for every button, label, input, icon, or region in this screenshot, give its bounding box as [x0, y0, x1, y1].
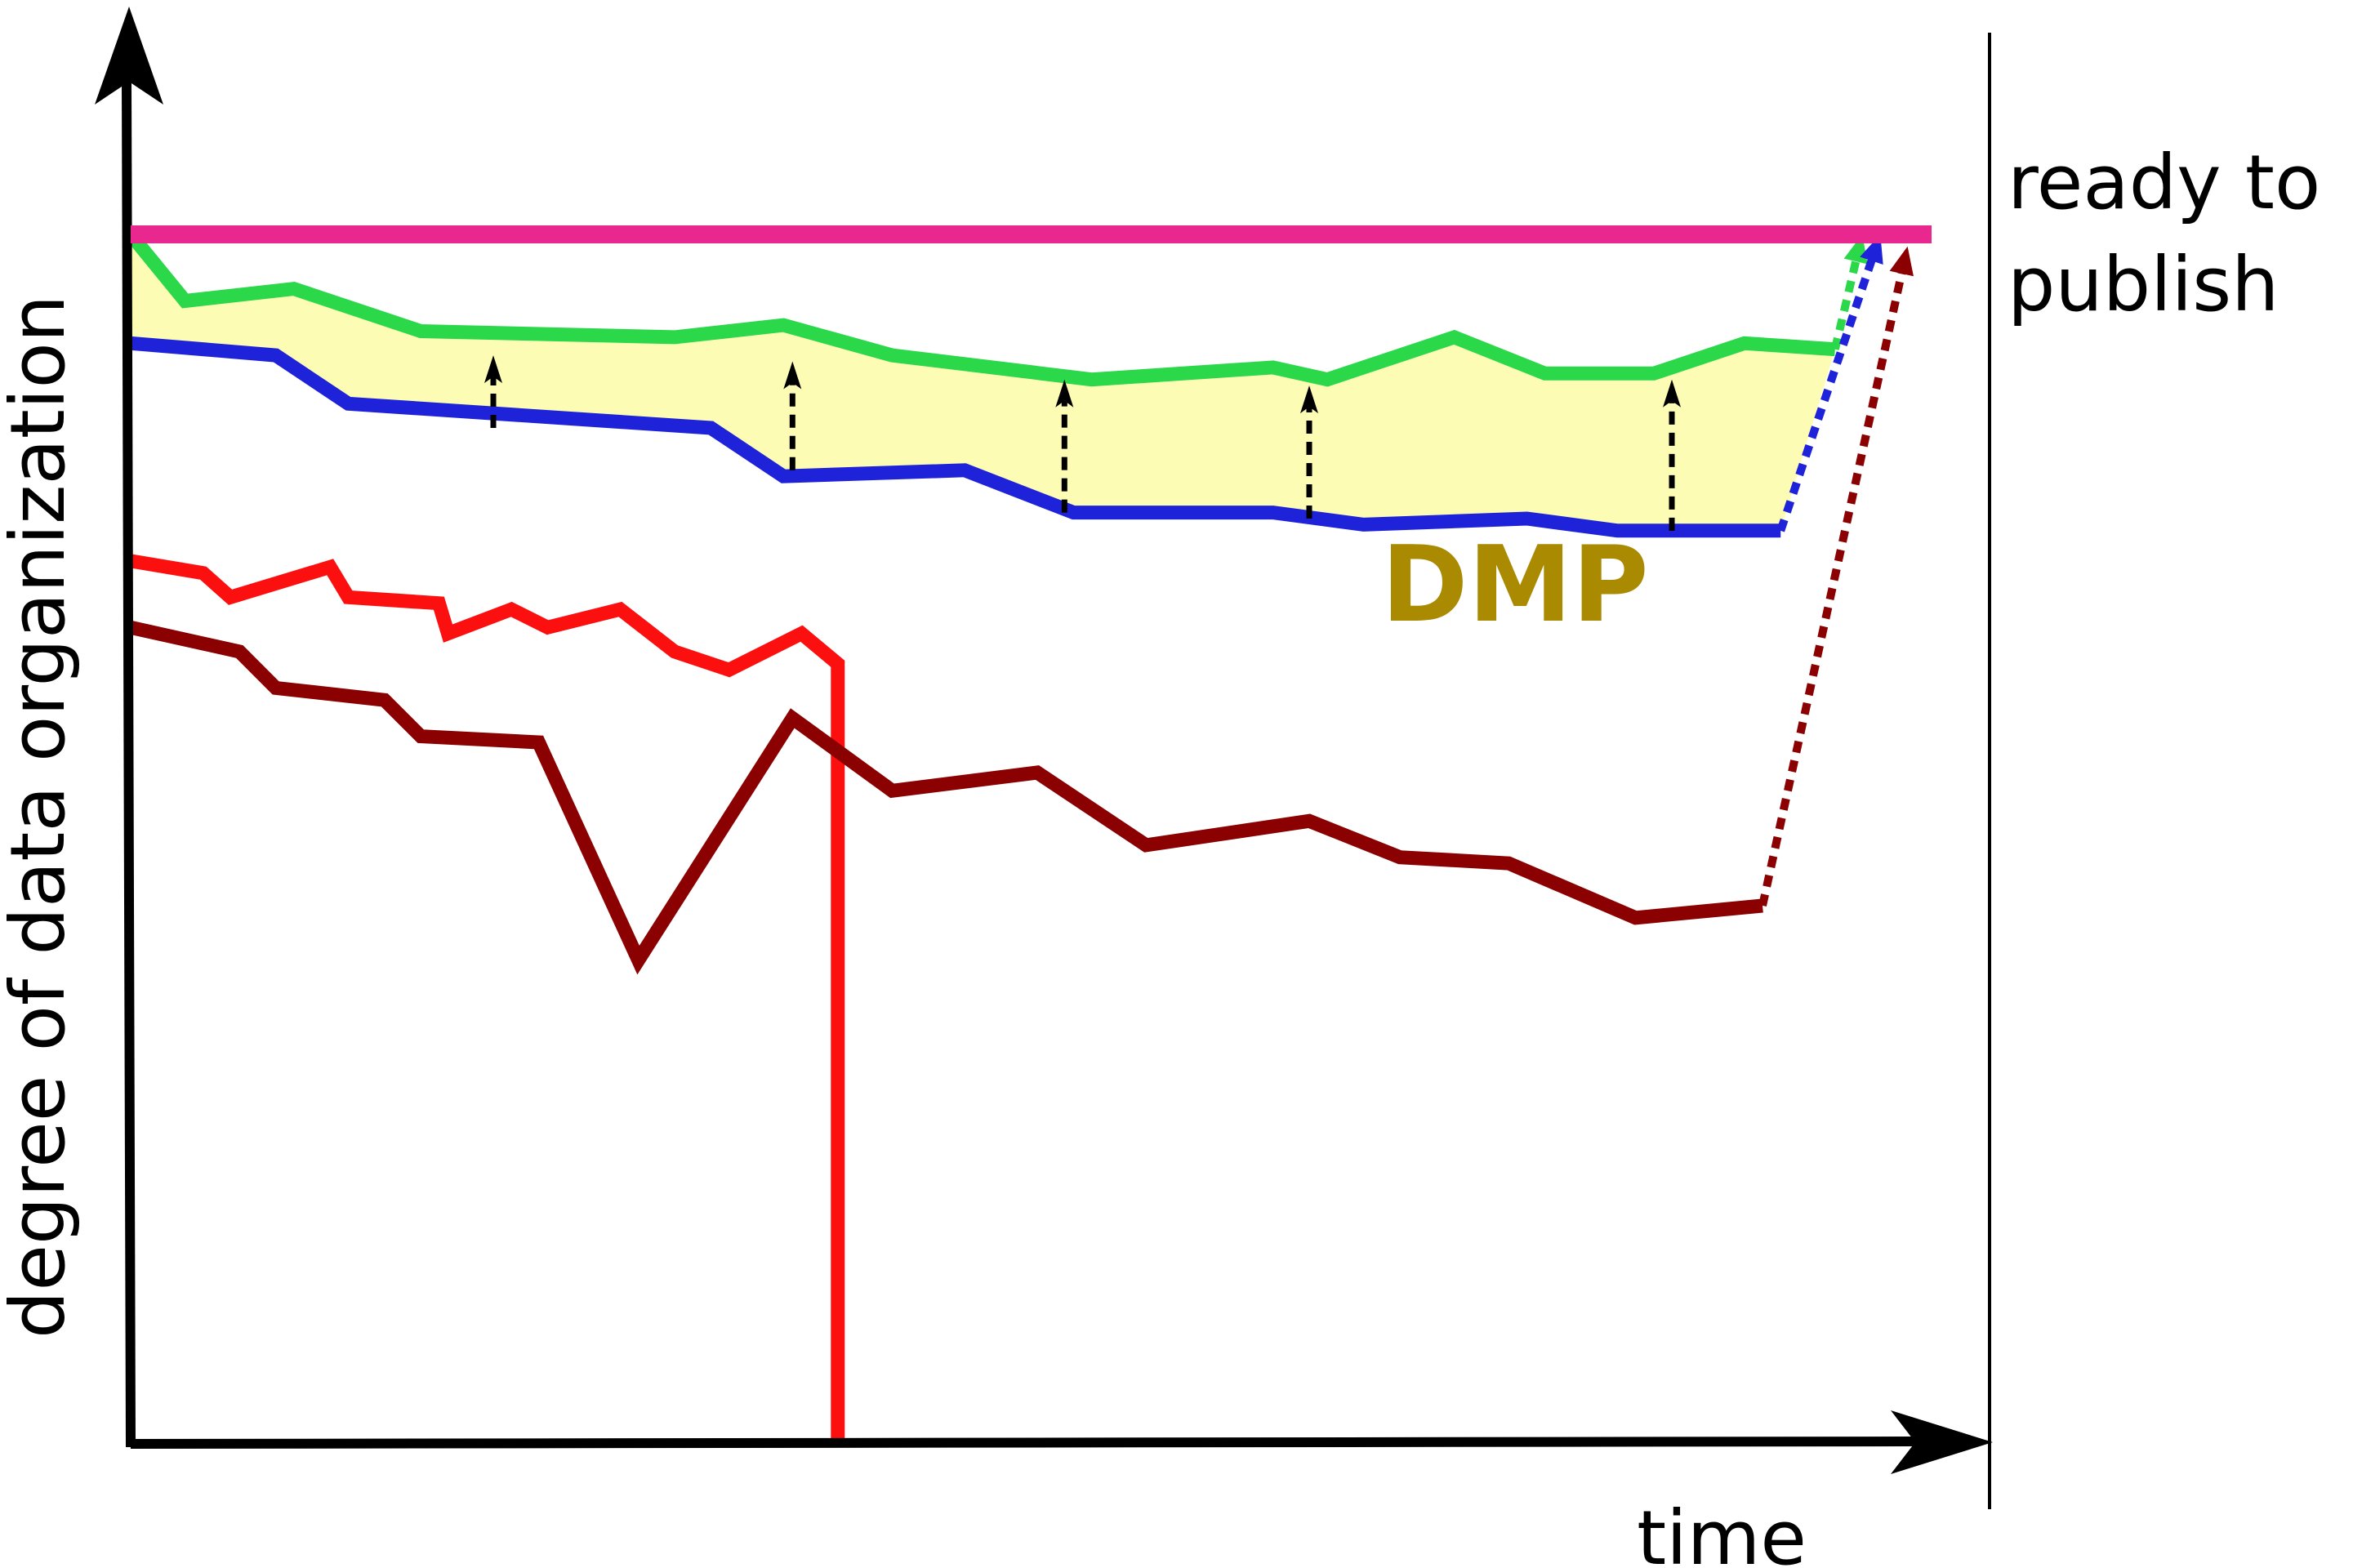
x-axis-label: time [1637, 1494, 1807, 1568]
threshold-label-line-1: ready to [2008, 139, 2320, 226]
series-line-red [129, 554, 845, 1444]
series-projection-green [1830, 257, 1861, 350]
series-projection-darkred [1758, 270, 1906, 907]
dmp-band [131, 234, 1835, 531]
dmp-label: DMP [1381, 524, 1648, 646]
x-axis-line [130, 1437, 1916, 1449]
y-axis-label: degree of data organization [0, 295, 82, 1339]
improvement-arrowhead-4 [1300, 385, 1318, 414]
series-line-green [125, 229, 1836, 387]
improvement-arrowhead-5 [1663, 379, 1681, 408]
series-line-blue [130, 336, 1781, 538]
threshold-label-line-2: publish [2008, 241, 2279, 328]
improvement-arrowhead-3 [1055, 379, 1074, 408]
improvement-arrows [484, 355, 1681, 531]
dmp-band-fill [131, 234, 1835, 531]
x-axis-arrow-icon [1891, 1410, 1993, 1474]
y-axis-arrow-icon [95, 7, 163, 105]
series-projection-blue [1776, 256, 1877, 532]
y-axis-line [122, 81, 136, 1448]
axes [95, 7, 1993, 1509]
series-line-darkred [129, 621, 1763, 975]
improvement-arrowhead-2 [783, 361, 802, 390]
improvement-arrowhead-1 [484, 355, 502, 384]
series-projection-arrowhead-darkred [1889, 246, 1914, 277]
